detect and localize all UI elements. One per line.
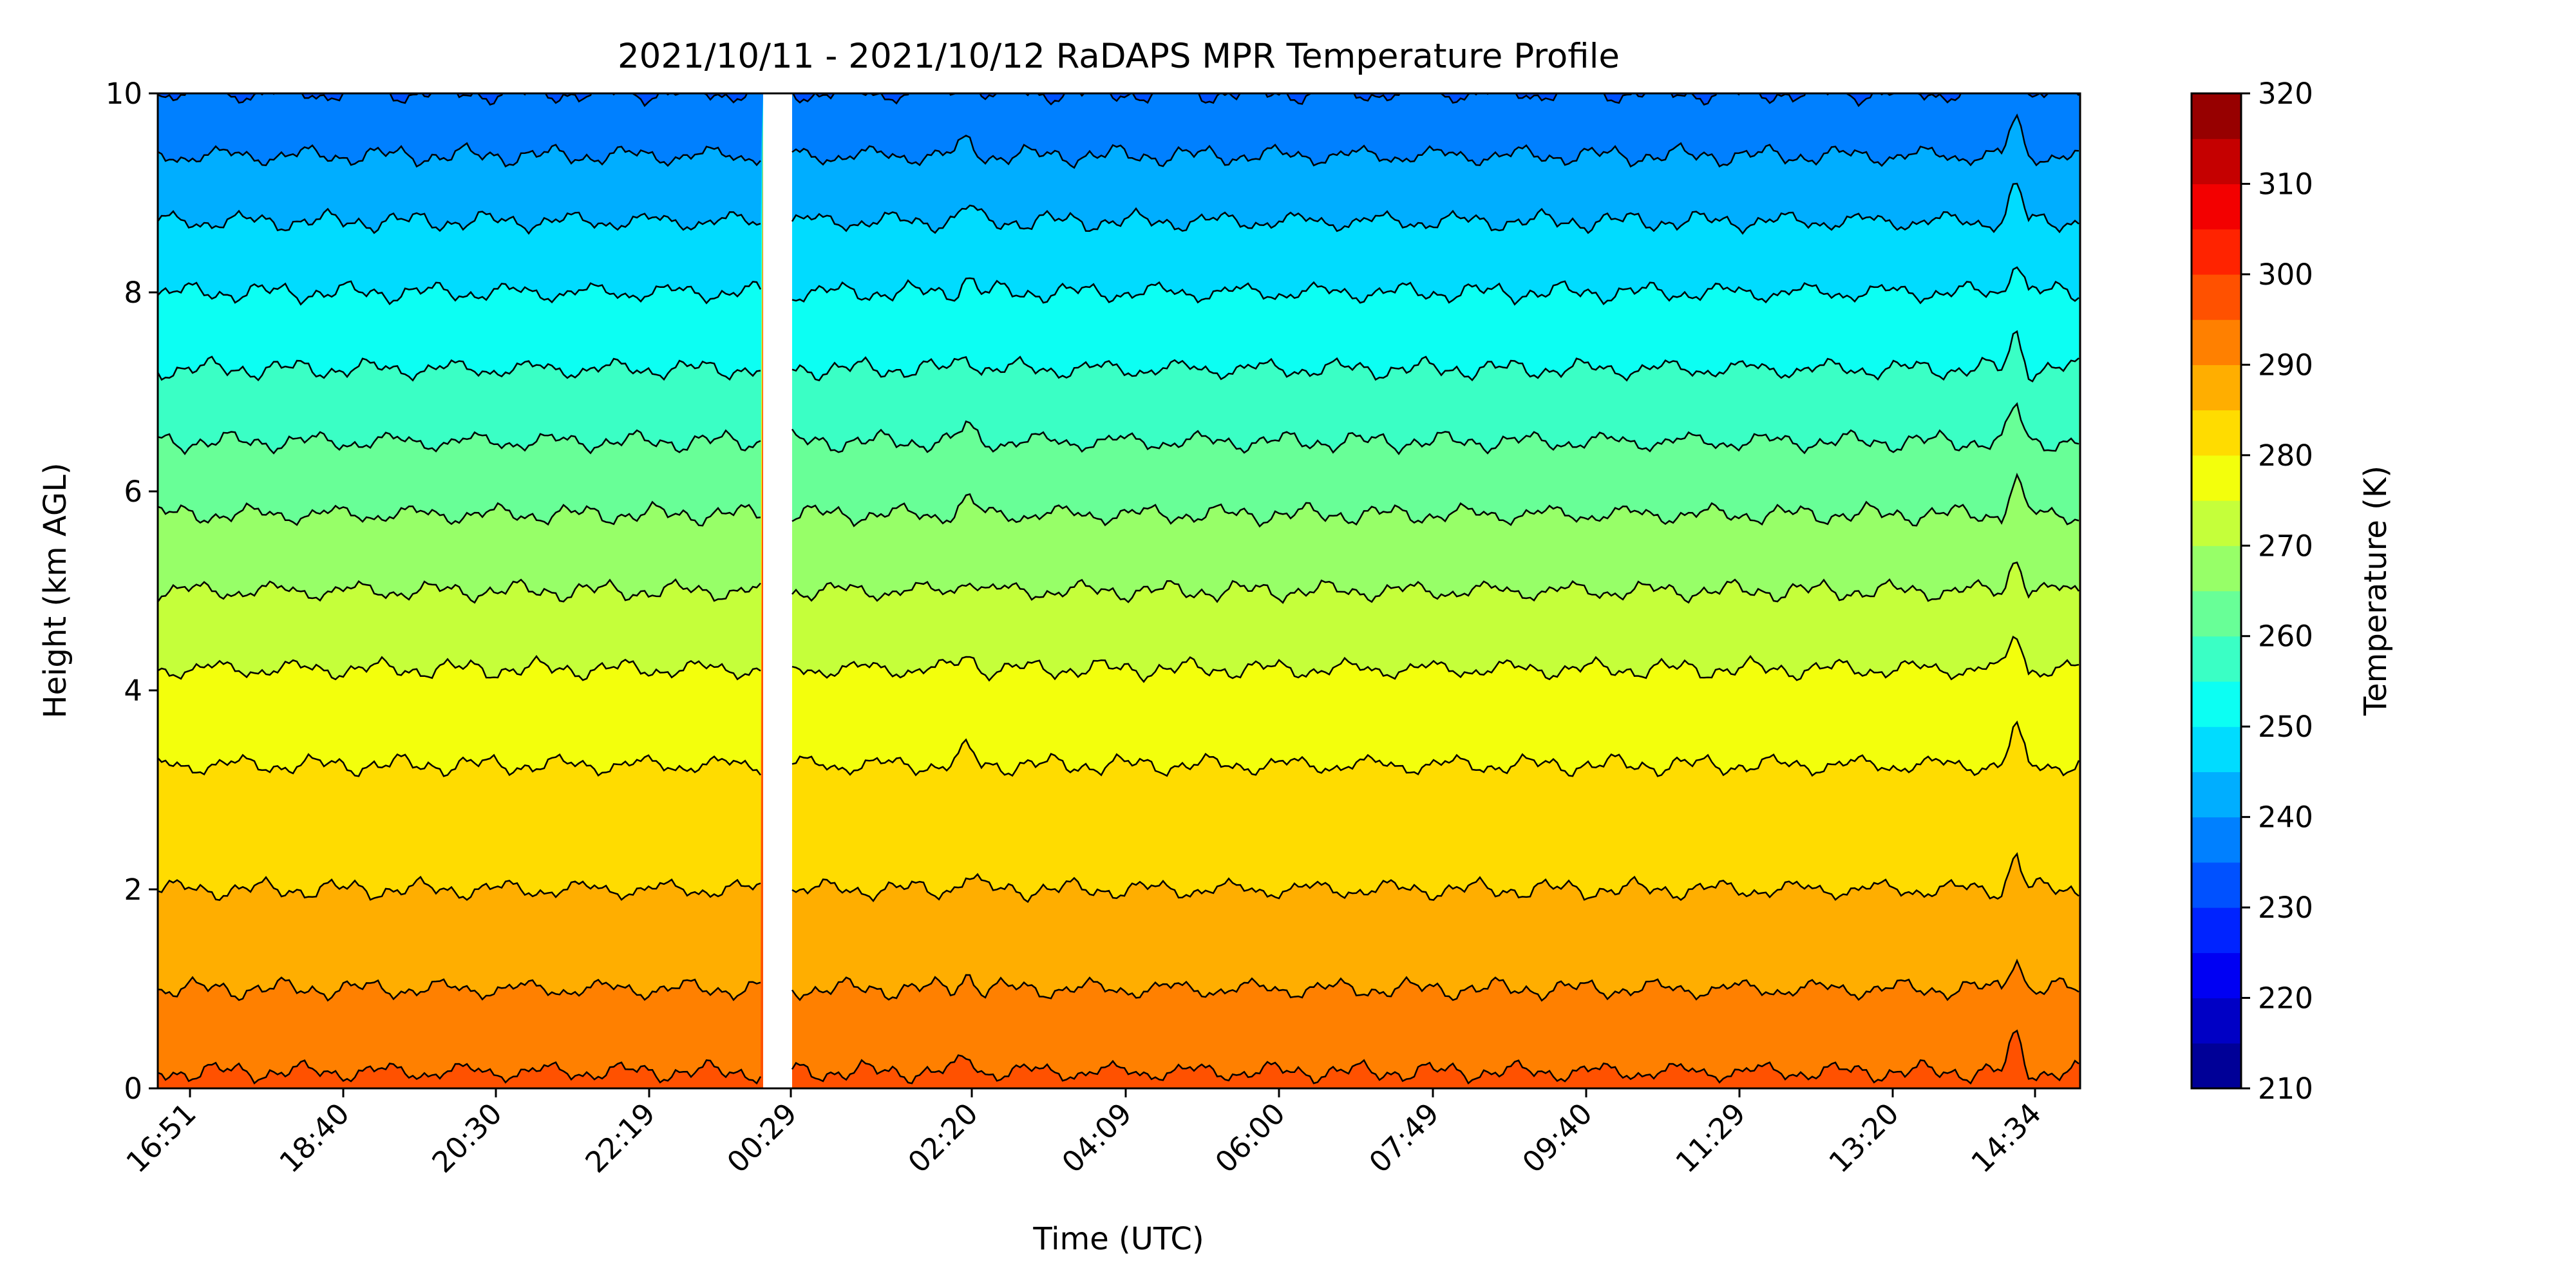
colorbar-segment-215K [2192, 998, 2241, 1044]
colorbar-segment-210K [2192, 1043, 2241, 1089]
day1-contour-290K [158, 976, 761, 1002]
x-tick-label: 11:29 [1669, 1096, 1752, 1179]
x-tick-label: 09:40 [1516, 1096, 1599, 1179]
plot-area [156, 92, 2081, 1090]
colorbar-segment-300K [2192, 229, 2241, 275]
y-tick-label: 0 [124, 1072, 142, 1106]
colorbar-segment-235K [2192, 817, 2241, 863]
colorbar-segment-255K [2192, 636, 2241, 682]
colorbar-segment-275K [2192, 455, 2241, 501]
day1-contour-235K [158, 93, 748, 108]
colorbar-segment-240K [2192, 772, 2241, 818]
day1-contour-255K [158, 355, 761, 382]
x-tick-label: 00:29 [721, 1096, 804, 1179]
day2-contour-290K [791, 958, 2079, 1002]
x-tick-label: 02:20 [902, 1096, 985, 1179]
day2-contour-240K [791, 113, 2079, 169]
day2-contour-265K [791, 472, 2079, 528]
x-tick-label: 06:00 [1209, 1096, 1292, 1179]
day2-band-240K [792, 93, 2080, 168]
x-tick-label: 16:51 [120, 1096, 203, 1179]
x-tick-label: 13:20 [1823, 1096, 1906, 1179]
day2-contour-280K [791, 720, 2080, 777]
axes-frame [156, 92, 2081, 1090]
day1-contour-250K [158, 280, 762, 306]
colorbar-segment-295K [2192, 274, 2241, 320]
colorbar-label: Temperature (K) [2358, 466, 2394, 716]
colorbar-segment-315K [2192, 93, 2241, 139]
y-tick-label: 2 [124, 873, 142, 907]
day1-band-235K [158, 93, 763, 106]
colorbar-tick-label: 210 [2258, 1072, 2313, 1106]
x-tick-label: 14:34 [1965, 1096, 2048, 1179]
day2-contour-275K [791, 636, 2079, 683]
chart-title: 2021/10/11 - 2021/10/12 RaDAPS MPR Tempe… [618, 37, 1620, 76]
y-tick-label: 4 [124, 674, 142, 708]
colorbar-tick-label: 240 [2258, 800, 2313, 835]
colorbar-segment-280K [2192, 410, 2241, 456]
colorbar-segment-260K [2192, 591, 2241, 637]
colorbar-tick-label: 230 [2258, 891, 2313, 925]
colorbar-tick-label: 280 [2258, 439, 2313, 473]
colorbar-tick-label: 320 [2258, 77, 2313, 111]
colorbar-segment-290K [2192, 319, 2241, 365]
day2-contour-245K [791, 182, 2079, 235]
colorbar-segment-270K [2192, 500, 2241, 546]
colorbar-tick-label: 260 [2258, 620, 2313, 654]
day2-contour-270K [791, 561, 2080, 604]
colorbar-tick-label: 220 [2258, 981, 2313, 1016]
colorbar-tick-label: 310 [2258, 167, 2313, 201]
colorbar-segment-310K [2192, 138, 2241, 185]
day1-contour-295K [158, 1059, 762, 1085]
colorbar-segment-250K [2192, 681, 2241, 727]
day1-band-240K [158, 93, 763, 167]
day1-contour-245K [158, 207, 761, 235]
x-tick-label: 04:09 [1056, 1096, 1139, 1179]
day2-contour-250K [791, 266, 2079, 306]
day1-contour-280K [158, 753, 761, 777]
x-tick-label: 07:49 [1363, 1096, 1446, 1179]
day2-band-235K [792, 93, 2080, 106]
colorbar-segment-225K [2192, 907, 2241, 953]
day1-contour-285K [158, 875, 761, 901]
colorbar-segment-245K [2192, 726, 2241, 773]
colorbar-tick-label: 300 [2258, 258, 2313, 292]
day2-contour-285K [791, 852, 2079, 904]
colorbar-segment-305K [2192, 184, 2241, 230]
day1-contour-265K [158, 500, 761, 527]
x-axis: 16:51 18:40 20:30 22:19 00:29 02:20 04:09 06:00… [120, 1088, 2048, 1179]
temperature-field [158, 93, 2080, 1088]
day2-contour-260K [791, 402, 2079, 455]
colorbar-frame [2190, 92, 2242, 1090]
colorbar-segment-230K [2192, 862, 2241, 908]
x-tick-label: 18:40 [273, 1096, 356, 1179]
contour-lines [158, 93, 2080, 1085]
day1-contour-240K [158, 142, 761, 168]
colorbar: 210 220 230 240 250 260 270 280 290 300 310 320 [2190, 77, 2313, 1106]
x-tick-label: 22:19 [579, 1096, 662, 1179]
day2-contour-255K [791, 330, 2079, 383]
colorbar-tick-label: 290 [2258, 348, 2313, 382]
colorbar-segment-220K [2192, 952, 2241, 999]
y-tick-label: 6 [124, 475, 142, 509]
y-axis: 0 2 4 6 8 10 [106, 77, 158, 1106]
day2-contour-295K [791, 1029, 2079, 1085]
x-tick-label: 20:30 [426, 1096, 509, 1179]
day1-contour-260K [158, 429, 761, 455]
colorbar-tick-label: 270 [2258, 529, 2313, 563]
x-axis-label: Time (UTC) [1032, 1221, 1204, 1257]
y-tick-label: 10 [106, 77, 142, 111]
day2-contour-235K [791, 93, 2079, 108]
colorbar-tick-label: 250 [2258, 710, 2313, 744]
colorbar-segment-265K [2192, 545, 2241, 592]
day1-contour-275K [158, 655, 761, 681]
y-tick-label: 8 [124, 276, 142, 310]
y-axis-label: Height (km AGL) [37, 462, 73, 718]
day1-contour-270K [158, 578, 761, 604]
colorbar-segment-285K [2192, 365, 2241, 411]
